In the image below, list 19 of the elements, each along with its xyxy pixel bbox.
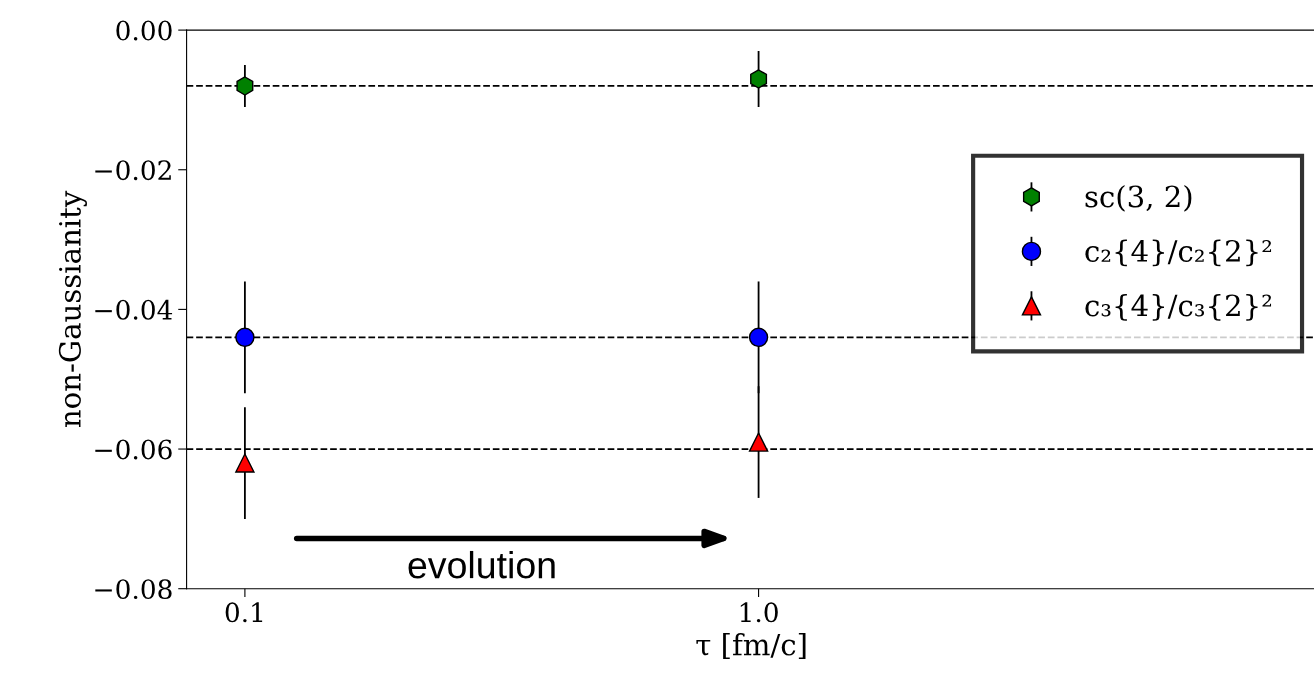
y-tick-label: −0.04 (95, 299, 173, 320)
x-tick-label: 1.0 (740, 602, 778, 623)
annotation: evolution (408, 550, 555, 579)
point (750, 69, 768, 89)
y-axis-title: non-Gaussianity (58, 190, 87, 428)
y-tick-label: 0.00 (116, 20, 172, 41)
point (748, 327, 769, 348)
y-tick-label: −0.02 (95, 160, 171, 181)
point (235, 327, 255, 348)
y-tick-label: −0.08 (95, 579, 172, 600)
legend-label: c₃{4}/c₃{2}² (1085, 293, 1272, 321)
legend-label: c₂{4}/c₂{2}² (1085, 239, 1272, 267)
x-tick-label: 0.1 (225, 602, 263, 623)
point (236, 76, 254, 96)
point (748, 432, 769, 452)
point (235, 453, 255, 473)
y-tick-label: −0.06 (95, 439, 172, 460)
x-axis-title: τ [fm/c] (696, 632, 806, 659)
legend-label: sc(3, 2) (1085, 184, 1192, 212)
